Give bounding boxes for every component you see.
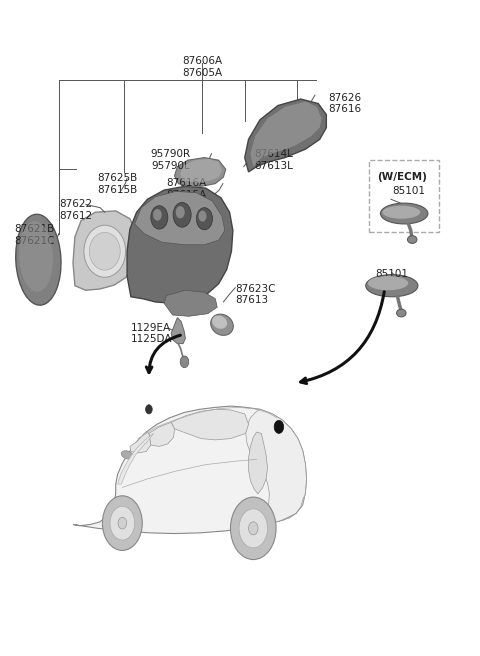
- Circle shape: [176, 206, 185, 218]
- Text: 87616A
87615A: 87616A 87615A: [167, 178, 207, 200]
- Circle shape: [249, 522, 258, 535]
- Polygon shape: [73, 406, 306, 533]
- Polygon shape: [251, 102, 322, 167]
- Polygon shape: [127, 186, 233, 303]
- Polygon shape: [245, 99, 326, 172]
- Ellipse shape: [383, 206, 420, 218]
- Text: 87622
87612: 87622 87612: [59, 199, 92, 221]
- Text: 1129EA
1125DA: 1129EA 1125DA: [131, 323, 172, 344]
- Circle shape: [102, 496, 142, 550]
- Polygon shape: [135, 192, 225, 245]
- Ellipse shape: [396, 309, 406, 317]
- Ellipse shape: [84, 225, 126, 277]
- Text: 87625B
87615B: 87625B 87615B: [97, 173, 138, 195]
- Circle shape: [199, 211, 206, 222]
- Ellipse shape: [368, 276, 408, 290]
- Polygon shape: [130, 432, 151, 453]
- Circle shape: [173, 203, 191, 227]
- Polygon shape: [149, 422, 175, 446]
- Polygon shape: [175, 157, 226, 186]
- Circle shape: [196, 208, 213, 230]
- Text: 95790R
95790L: 95790R 95790L: [150, 149, 190, 171]
- Circle shape: [180, 356, 189, 367]
- Text: 87623C
87613: 87623C 87613: [235, 284, 276, 306]
- Circle shape: [274, 420, 284, 434]
- Ellipse shape: [381, 203, 428, 224]
- Ellipse shape: [408, 236, 417, 243]
- Ellipse shape: [89, 232, 120, 270]
- Circle shape: [110, 506, 135, 540]
- Text: 85101: 85101: [392, 186, 425, 196]
- Ellipse shape: [19, 221, 53, 292]
- Polygon shape: [164, 290, 217, 316]
- Ellipse shape: [366, 275, 418, 297]
- Polygon shape: [171, 409, 249, 440]
- Polygon shape: [118, 434, 154, 484]
- Ellipse shape: [16, 215, 61, 305]
- Ellipse shape: [211, 314, 233, 335]
- Text: 87621B
87621C: 87621B 87621C: [14, 224, 55, 245]
- Circle shape: [151, 206, 168, 229]
- Polygon shape: [180, 159, 222, 183]
- Polygon shape: [73, 211, 136, 290]
- Circle shape: [145, 405, 152, 414]
- Circle shape: [118, 518, 127, 529]
- Text: (W/ECM): (W/ECM): [377, 172, 427, 182]
- Circle shape: [239, 509, 267, 548]
- Polygon shape: [246, 409, 306, 524]
- Polygon shape: [249, 432, 267, 494]
- Text: 87606A
87605A: 87606A 87605A: [182, 56, 222, 77]
- Text: 87614L
87613L: 87614L 87613L: [254, 149, 293, 171]
- Ellipse shape: [121, 451, 133, 459]
- Circle shape: [230, 497, 276, 560]
- Polygon shape: [171, 318, 185, 344]
- Text: 85101: 85101: [375, 270, 408, 279]
- Text: 87626
87616: 87626 87616: [328, 92, 361, 114]
- Ellipse shape: [212, 316, 227, 329]
- Circle shape: [153, 209, 162, 220]
